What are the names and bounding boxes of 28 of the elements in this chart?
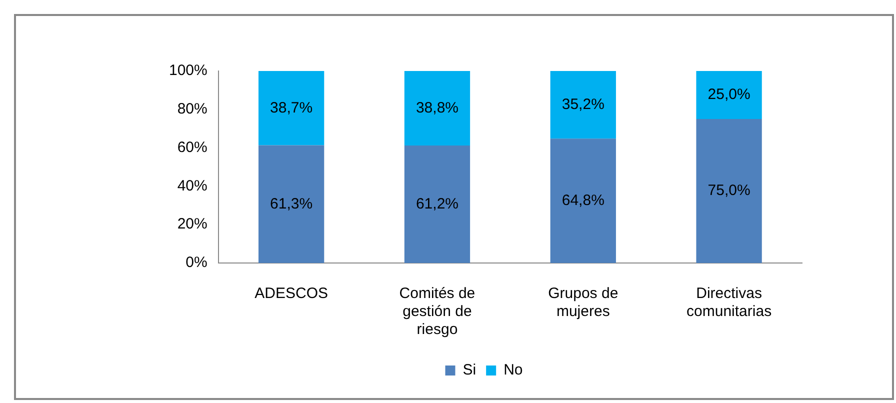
x-tick-label: Grupos de mujeres [548, 285, 618, 320]
legend-label: Si [462, 362, 476, 379]
bar [696, 71, 762, 119]
data-label: 38,7% [270, 99, 313, 116]
x-tick-label: ADESCOS [254, 285, 328, 302]
x-tick-label: Directivas comunitarias [686, 285, 772, 320]
data-label: 25,0% [708, 86, 750, 104]
y-tick-label: 100% [168, 62, 208, 80]
bar [550, 138, 616, 263]
data-label: 61,2% [416, 195, 458, 212]
bar [404, 71, 470, 146]
bar [550, 71, 616, 139]
data-label: 64,8% [562, 192, 604, 209]
legend-label: No [504, 362, 523, 379]
data-label: 61,3% [270, 195, 313, 212]
x-tick-label: Comités de gestión de riesgo [399, 285, 476, 338]
bar [258, 71, 324, 146]
data-label: 35,2% [562, 96, 604, 113]
y-tick-label: 0% [186, 254, 208, 272]
y-tick-label: 40% [177, 177, 208, 194]
bar [404, 145, 470, 263]
y-tick-label: 20% [177, 216, 208, 233]
bar [696, 119, 762, 263]
data-label: 75,0% [708, 182, 750, 200]
bar [258, 145, 324, 263]
data-label: 38,8% [416, 99, 458, 116]
y-tick-label: 60% [177, 138, 208, 156]
y-tick-label: 80% [177, 100, 208, 118]
